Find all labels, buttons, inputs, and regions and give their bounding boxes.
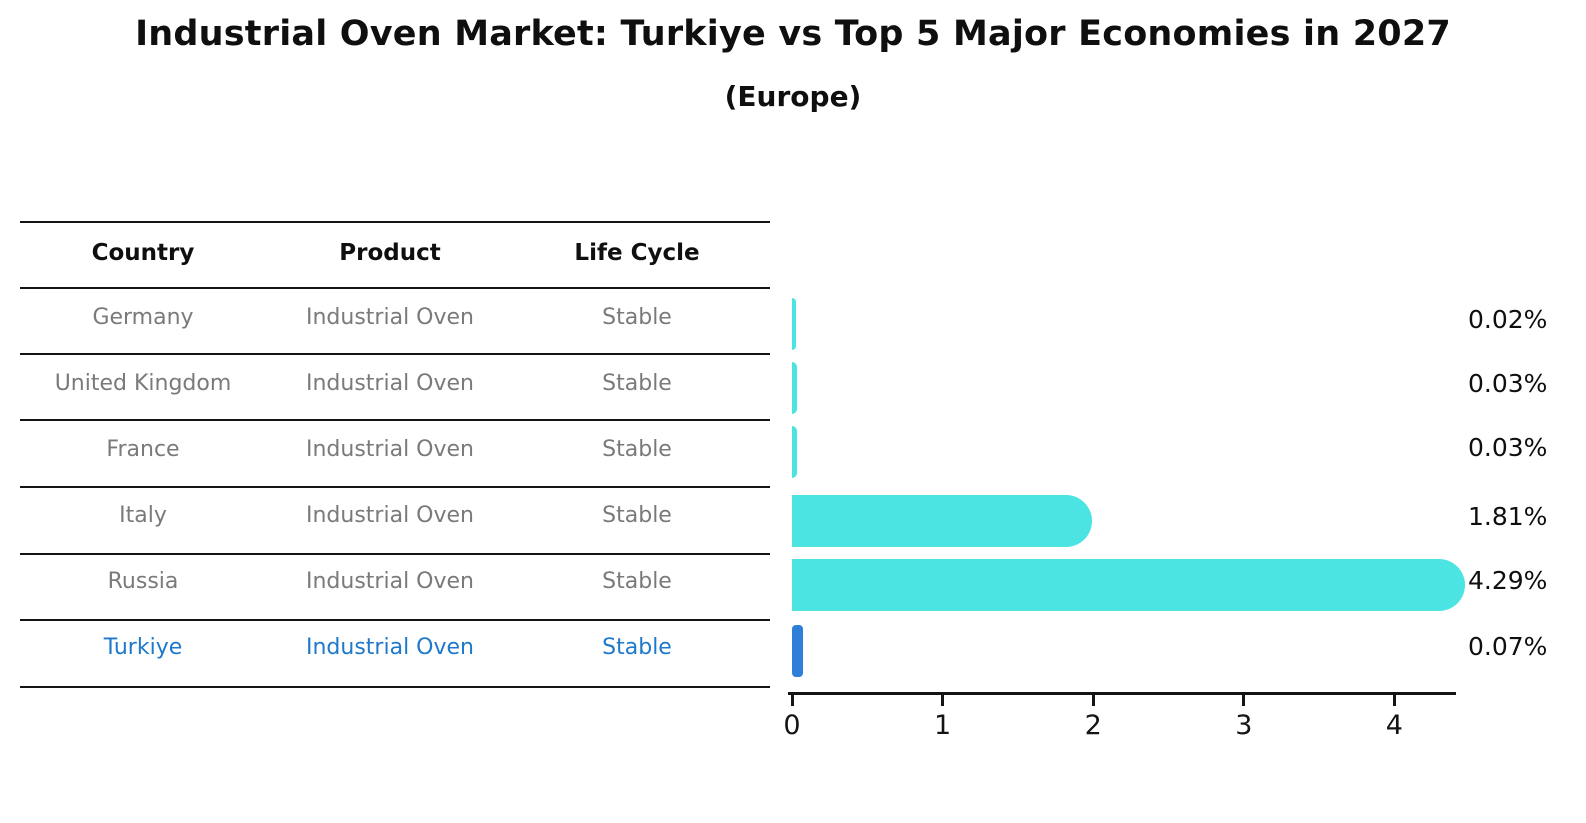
x-axis-tick	[790, 695, 794, 706]
value-label-italy: 1.81%	[1468, 502, 1548, 531]
country-cell: United Kingdom	[54, 371, 232, 396]
value-label-turkiye: 0.07%	[1468, 632, 1548, 661]
country-cell: Russia	[107, 569, 179, 594]
x-axis-tick	[1091, 695, 1095, 706]
column-header-product: Product	[339, 240, 441, 266]
product-cell: Industrial Oven	[306, 305, 474, 330]
bar-italy	[792, 495, 1092, 547]
bar-united-kingdom	[792, 362, 797, 414]
value-label-france: 0.03%	[1468, 433, 1548, 462]
table-row-line	[20, 353, 770, 355]
x-axis-tick-label: 0	[783, 710, 801, 741]
x-axis-tick	[1392, 695, 1396, 706]
life-cycle-cell: Stable	[602, 371, 672, 396]
life-cycle-cell: Stable	[602, 635, 672, 660]
table-row-line	[20, 419, 770, 421]
table-row-line	[20, 553, 770, 555]
x-axis-tick-label: 2	[1084, 710, 1102, 741]
chart-title: Industrial Oven Market: Turkiye vs Top 5…	[135, 14, 1451, 54]
table-bottom-border	[20, 686, 770, 688]
x-axis-tick-label: 1	[934, 710, 952, 741]
value-label-germany: 0.02%	[1468, 305, 1548, 334]
column-header-life-cycle: Life Cycle	[574, 240, 700, 266]
product-cell: Industrial Oven	[306, 569, 474, 594]
product-cell: Industrial Oven	[306, 503, 474, 528]
product-cell: Industrial Oven	[306, 437, 474, 462]
chart-subtitle: (Europe)	[724, 80, 862, 113]
country-cell: Germany	[92, 305, 194, 330]
country-cell: France	[106, 437, 180, 462]
table-row-line	[20, 619, 770, 621]
x-axis-tick-label: 3	[1235, 710, 1253, 741]
bar-russia	[792, 559, 1466, 611]
x-axis-tick-label: 4	[1385, 710, 1403, 741]
country-cell: Italy	[119, 503, 167, 528]
x-axis-line	[788, 692, 1456, 695]
x-axis-tick	[1242, 695, 1246, 706]
table-header-separator	[20, 287, 770, 289]
value-label-russia: 4.29%	[1468, 566, 1548, 595]
x-axis-tick	[941, 695, 945, 706]
country-cell: Turkiye	[103, 635, 183, 660]
life-cycle-cell: Stable	[602, 305, 672, 330]
life-cycle-cell: Stable	[602, 503, 672, 528]
bar-turkiye	[792, 625, 803, 677]
bar-germany	[792, 298, 796, 350]
column-header-country: Country	[91, 240, 195, 266]
value-label-united-kingdom: 0.03%	[1468, 369, 1548, 398]
bar-france	[792, 426, 797, 478]
product-cell: Industrial Oven	[306, 635, 474, 660]
product-cell: Industrial Oven	[306, 371, 474, 396]
table-top-border	[20, 221, 770, 223]
table-row-line	[20, 486, 770, 488]
life-cycle-cell: Stable	[602, 437, 672, 462]
life-cycle-cell: Stable	[602, 569, 672, 594]
